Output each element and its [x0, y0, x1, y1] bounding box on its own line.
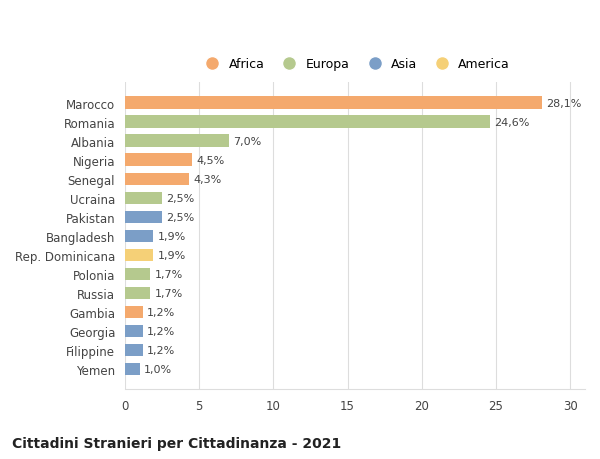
- Bar: [125, 173, 189, 185]
- Text: 1,2%: 1,2%: [147, 326, 175, 336]
- Bar: [125, 154, 192, 167]
- Text: 1,9%: 1,9%: [158, 250, 186, 260]
- Bar: [125, 344, 143, 356]
- Bar: [125, 116, 490, 129]
- Bar: [125, 287, 150, 299]
- Bar: [125, 306, 143, 319]
- Bar: [125, 192, 162, 204]
- Text: 4,5%: 4,5%: [196, 155, 224, 165]
- Text: 1,9%: 1,9%: [158, 231, 186, 241]
- Bar: [125, 97, 542, 110]
- Legend: Africa, Europa, Asia, America: Africa, Europa, Asia, America: [195, 53, 515, 76]
- Text: 2,5%: 2,5%: [167, 193, 195, 203]
- Bar: [125, 135, 229, 147]
- Text: Cittadini Stranieri per Cittadinanza - 2021: Cittadini Stranieri per Cittadinanza - 2…: [12, 436, 341, 450]
- Text: 2,5%: 2,5%: [167, 212, 195, 222]
- Text: 1,7%: 1,7%: [155, 269, 183, 279]
- Bar: [125, 268, 150, 280]
- Text: 4,3%: 4,3%: [193, 174, 221, 184]
- Text: 1,7%: 1,7%: [155, 288, 183, 298]
- Text: 1,0%: 1,0%: [144, 364, 172, 374]
- Bar: [125, 249, 153, 262]
- Bar: [125, 211, 162, 224]
- Bar: [125, 230, 153, 242]
- Text: 7,0%: 7,0%: [233, 136, 262, 146]
- Bar: [125, 325, 143, 337]
- Text: 28,1%: 28,1%: [547, 98, 582, 108]
- Text: 1,2%: 1,2%: [147, 307, 175, 317]
- Text: 1,2%: 1,2%: [147, 345, 175, 355]
- Bar: [125, 363, 140, 375]
- Text: 24,6%: 24,6%: [494, 118, 530, 127]
